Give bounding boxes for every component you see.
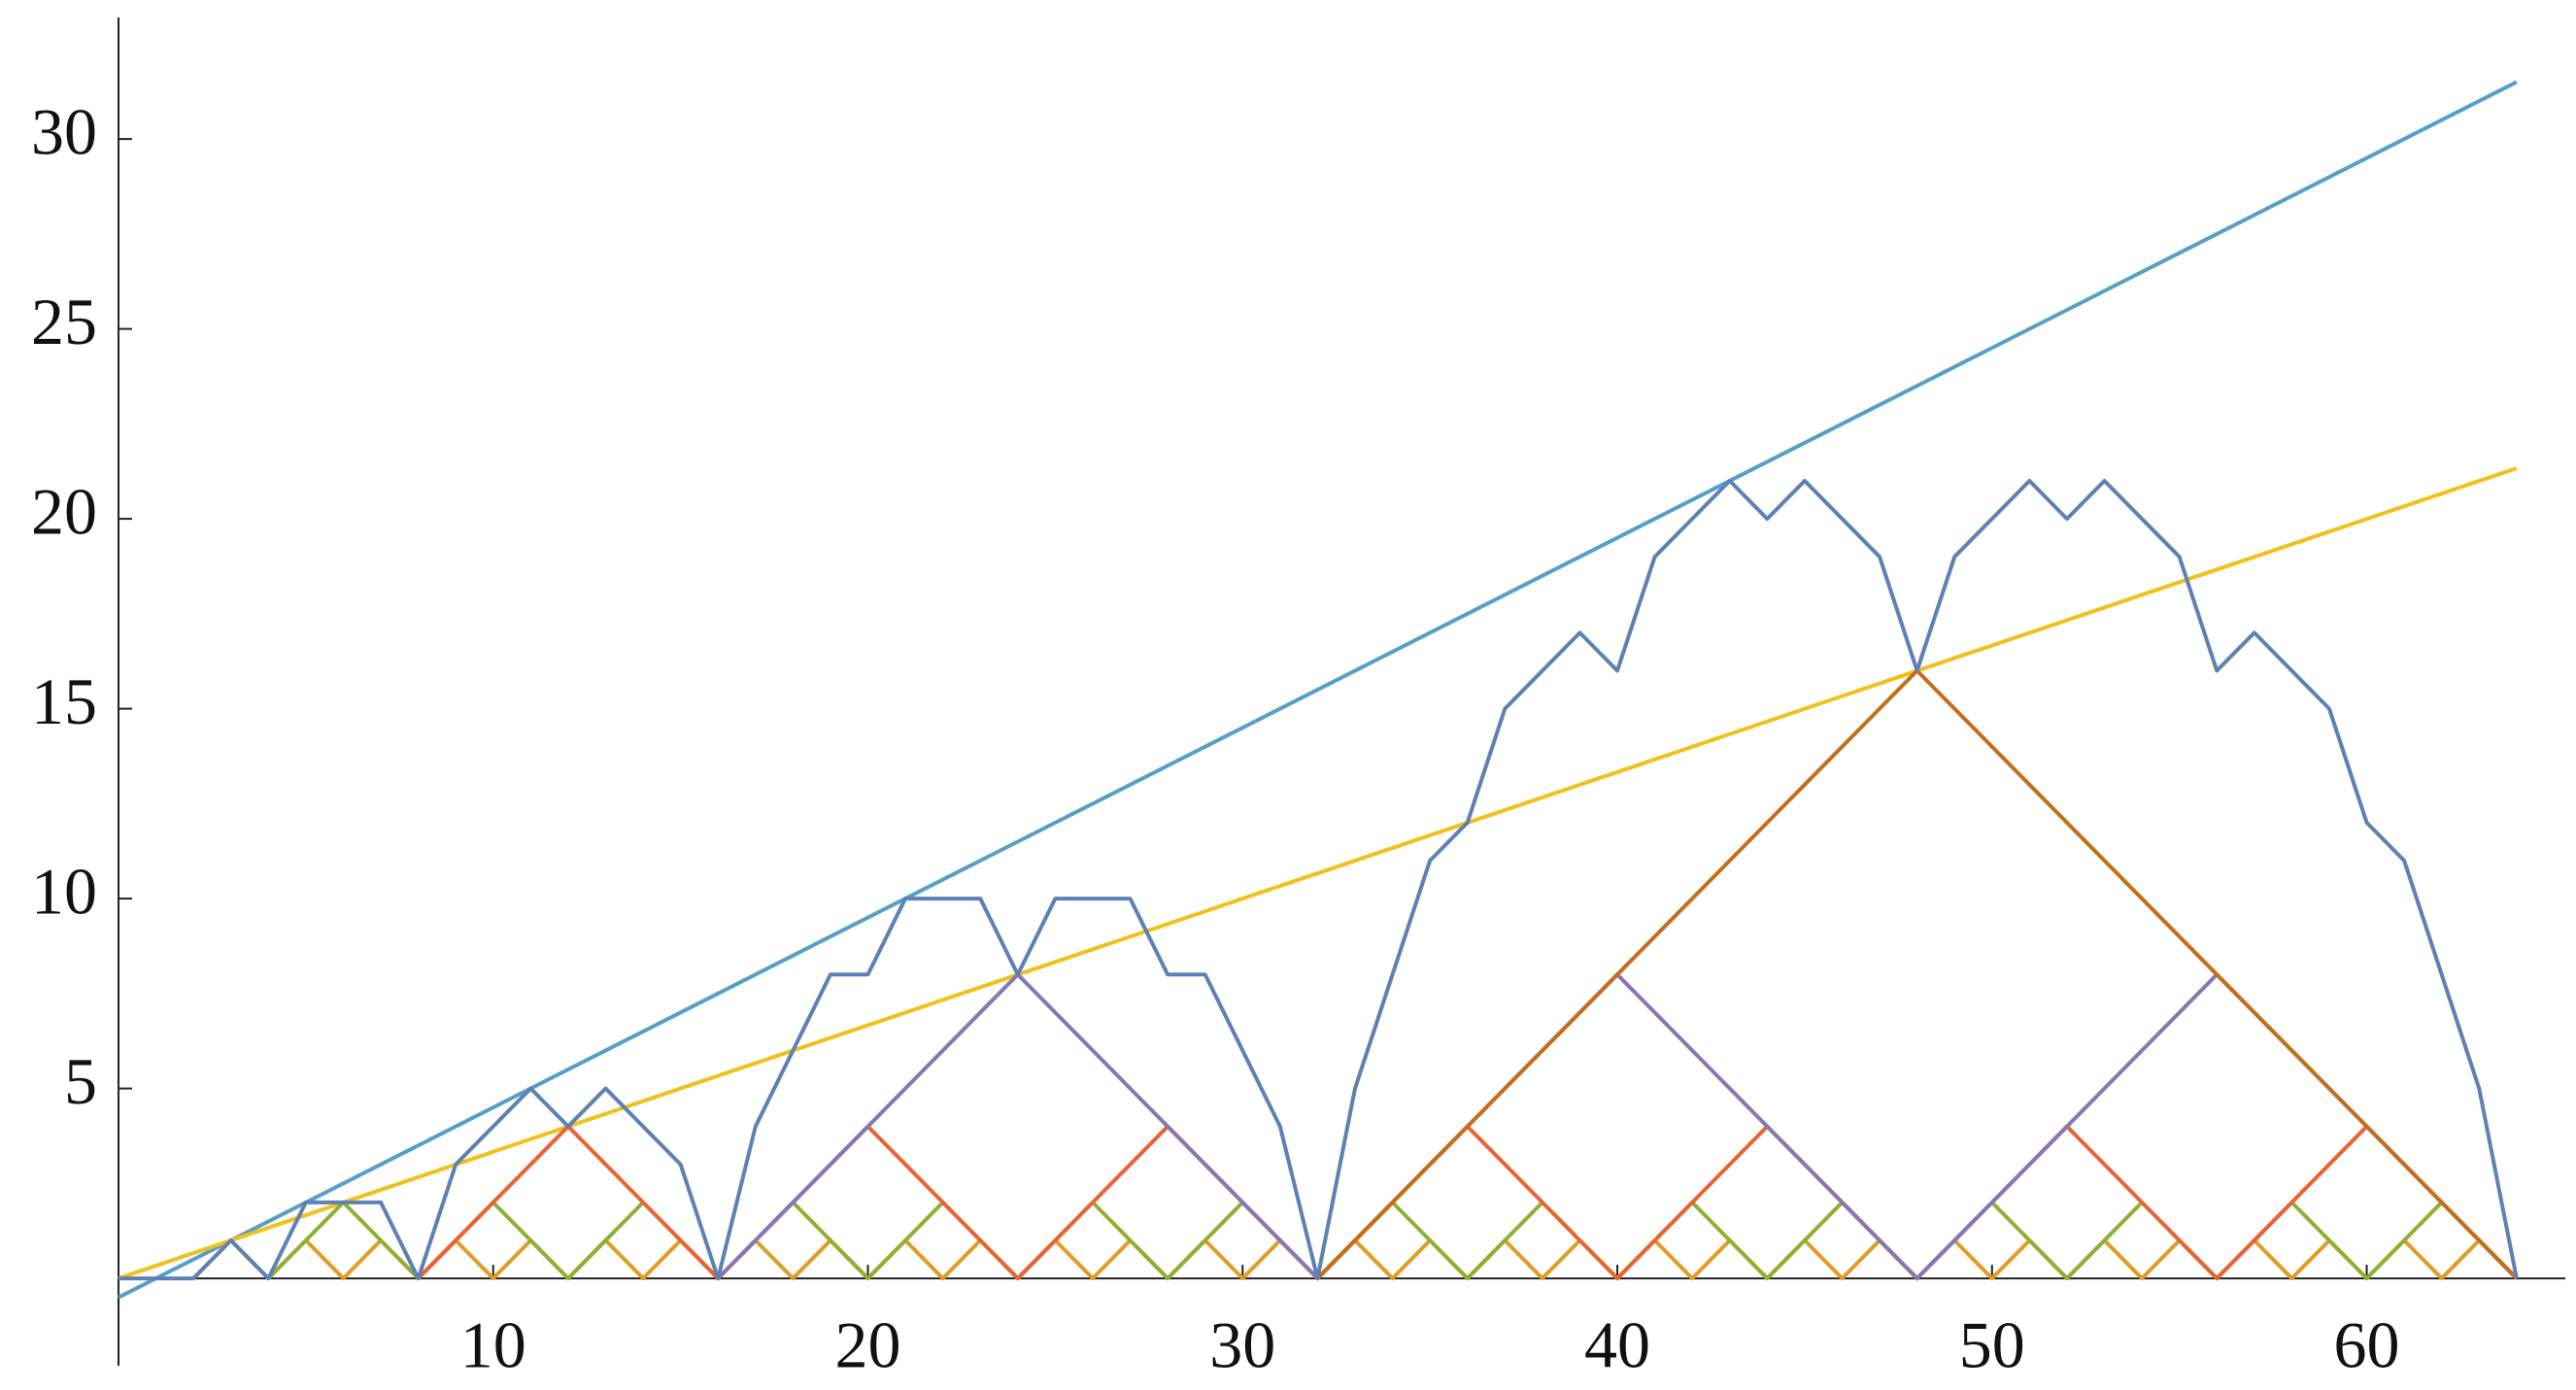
series-line (1316, 668, 2519, 1280)
y-tick-label: 25 (31, 285, 97, 358)
series-line (118, 80, 2518, 1300)
series-line (716, 972, 2519, 1281)
series-line (119, 479, 2519, 1281)
x-tick-label: 30 (1209, 1308, 1275, 1382)
series-line (118, 466, 2518, 1280)
series-line (417, 1124, 2519, 1281)
x-tick-label: 50 (1959, 1308, 2025, 1382)
y-tick-label: 30 (31, 95, 97, 169)
x-tick-label: 60 (2334, 1308, 2400, 1382)
series-line (191, 1237, 2519, 1281)
x-tick-label: 10 (460, 1308, 526, 1382)
y-tick-label: 20 (31, 475, 97, 549)
y-tick-label: 15 (31, 664, 97, 738)
x-tick-label: 40 (1584, 1308, 1650, 1382)
x-tick-label: 20 (835, 1308, 901, 1382)
y-tick-label: 10 (31, 855, 97, 929)
y-tick-label: 5 (64, 1044, 97, 1118)
